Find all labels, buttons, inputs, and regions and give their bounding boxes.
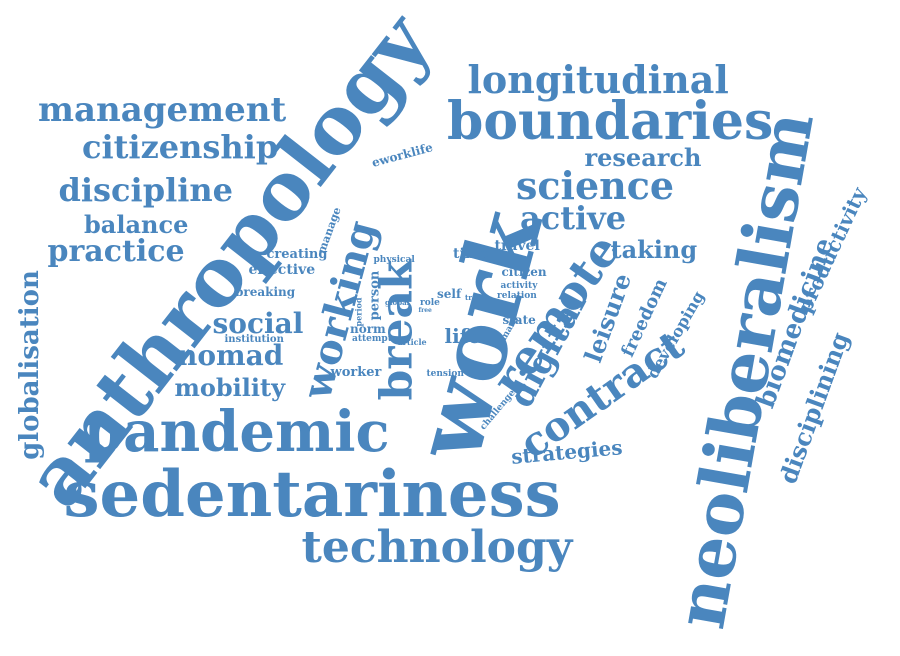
word-trap: trap bbox=[465, 292, 482, 302]
word-article: article bbox=[397, 337, 427, 347]
word-time: time bbox=[453, 246, 489, 262]
word-nomad: nomad bbox=[177, 339, 284, 372]
word-neoliberalism: neoliberalism bbox=[660, 105, 830, 635]
word-longitudinal: longitudinal bbox=[467, 57, 729, 102]
word-citizenship: citizenship bbox=[82, 128, 279, 166]
word-citizen: citizen bbox=[501, 265, 547, 279]
word-pandemic: pandemic bbox=[84, 399, 390, 465]
word-self: self bbox=[437, 287, 462, 301]
word-taking: taking bbox=[610, 235, 698, 264]
word-balance: balance bbox=[84, 210, 189, 239]
word-active: active bbox=[520, 199, 627, 237]
word-free: free bbox=[418, 307, 432, 314]
word-eworklife: eworklife bbox=[369, 140, 434, 170]
word-management: management bbox=[38, 90, 287, 130]
word-physical: physical bbox=[373, 254, 415, 265]
word-person: person bbox=[367, 270, 383, 320]
word-global: global bbox=[385, 297, 410, 307]
word-state: state bbox=[502, 313, 536, 327]
word-practice: practice bbox=[47, 234, 185, 269]
word-effective: effective bbox=[248, 262, 316, 278]
word-mobility: mobility bbox=[174, 373, 286, 402]
word-creating: creating bbox=[266, 246, 328, 262]
word-attempt: attempt bbox=[352, 333, 392, 344]
word-worker: worker bbox=[330, 364, 382, 380]
word-life: life bbox=[444, 324, 482, 348]
word-travel: travel bbox=[494, 238, 540, 254]
word-discipline: discipline bbox=[58, 171, 234, 209]
word-science: science bbox=[516, 163, 675, 208]
word-role: role bbox=[420, 297, 440, 308]
word-social: social bbox=[212, 307, 304, 340]
word-boundaries: boundaries bbox=[447, 91, 774, 152]
word-relation: relation bbox=[497, 290, 537, 301]
word-research: research bbox=[584, 143, 702, 172]
word-tension: tension bbox=[426, 368, 464, 379]
word-globalisation: globalisation bbox=[14, 270, 45, 460]
word-breaking: breaking bbox=[235, 285, 296, 299]
word-norm: norm bbox=[350, 322, 386, 336]
word-institution: institution bbox=[224, 334, 284, 345]
word-activity: activity bbox=[500, 280, 538, 291]
word-technology: technology bbox=[301, 522, 573, 573]
word-sedentariness: sedentariness bbox=[63, 457, 561, 532]
